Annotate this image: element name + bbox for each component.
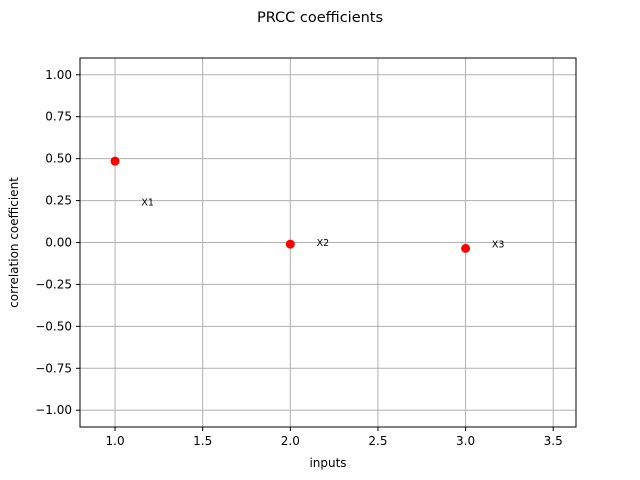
- y-tick-label: −0.25: [35, 277, 72, 291]
- x-tick-label: 2.0: [281, 434, 300, 448]
- data-points: [110, 156, 471, 253]
- plot-frame: [79, 57, 577, 428]
- x-tick-label: 1.5: [193, 434, 212, 448]
- point-annotation: X2: [317, 238, 330, 249]
- x-axis-label: inputs: [309, 456, 346, 470]
- y-tick-label: 0.00: [45, 236, 72, 250]
- x-tick-label: 1.0: [106, 434, 125, 448]
- y-tick-label: −0.75: [35, 361, 72, 375]
- point-annotation: X1: [141, 198, 154, 209]
- y-tick-label: −1.00: [35, 403, 72, 417]
- y-tick-label: 0.25: [45, 194, 72, 208]
- point-annotations: X1 X2 X3: [141, 198, 504, 251]
- grid-lines: [80, 58, 576, 427]
- x-tick-label: 3.0: [456, 434, 475, 448]
- y-axis-label: correlation coefficient: [7, 177, 21, 308]
- y-tick-label: 0.75: [45, 110, 72, 124]
- y-tick-label: 1.00: [45, 68, 72, 82]
- data-point: [285, 239, 295, 249]
- chart-title: PRCC coefficients: [257, 10, 383, 26]
- y-tick-label: 0.50: [45, 152, 72, 166]
- point-annotation: X3: [492, 240, 505, 251]
- x-tick-label: 3.5: [544, 434, 563, 448]
- data-point: [461, 243, 471, 253]
- x-tick-label: 2.5: [368, 434, 387, 448]
- axis-ticks: 1.0 1.5 2.0 2.5 3.0 3.5 1.00 0.75 0.50 0.25 0.00 −0…: [35, 68, 563, 448]
- data-point: [110, 156, 120, 166]
- y-tick-label: −0.50: [35, 319, 72, 333]
